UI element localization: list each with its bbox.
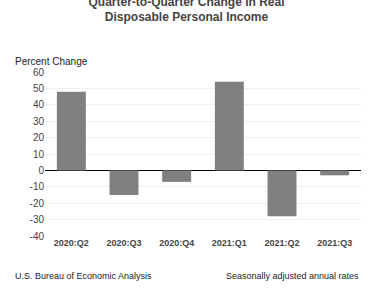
svg-text:Quarter-to-Quarter Change in R: Quarter-to-Quarter Change in RealDisposa… <box>88 0 284 24</box>
svg-text:2021:Q3: 2021:Q3 <box>317 238 352 248</box>
svg-text:0: 0 <box>38 165 44 176</box>
svg-text:10: 10 <box>33 149 45 160</box>
svg-text:2020:Q2: 2020:Q2 <box>54 238 89 248</box>
svg-text:40: 40 <box>33 99 45 110</box>
svg-text:-30: -30 <box>30 214 45 225</box>
svg-text:50: 50 <box>33 83 45 94</box>
svg-text:60: 60 <box>33 67 45 78</box>
svg-text:-10: -10 <box>30 181 45 192</box>
svg-text:2020:Q4: 2020:Q4 <box>159 238 194 248</box>
svg-text:Percent Change: Percent Change <box>15 56 88 67</box>
svg-text:-20: -20 <box>30 198 45 209</box>
svg-text:30: 30 <box>33 116 45 127</box>
svg-text:20: 20 <box>33 132 45 143</box>
svg-text:2020:Q3: 2020:Q3 <box>106 238 141 248</box>
svg-text:2021:Q1: 2021:Q1 <box>212 238 247 248</box>
svg-text:U.S. Bureau of Economic Analys: U.S. Bureau of Economic Analysis <box>15 271 152 281</box>
svg-text:Seasonally adjusted annual rat: Seasonally adjusted annual rates <box>226 271 359 281</box>
svg-text:-40: -40 <box>30 231 45 242</box>
svg-text:2021:Q2: 2021:Q2 <box>264 238 299 248</box>
